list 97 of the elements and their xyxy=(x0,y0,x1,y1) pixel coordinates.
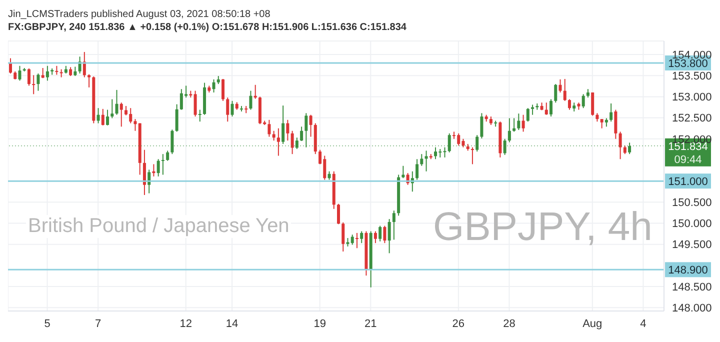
candlestick xyxy=(512,118,516,132)
chart-subtitle: FX:GBPJPY, 240 151.836 ▲ +0.158 (+0.1%) O:151.678 H:151.906 L:151.636 C:151.834 xyxy=(8,21,408,35)
candlestick xyxy=(249,90,252,110)
candlestick xyxy=(392,210,396,240)
candlestick xyxy=(46,65,49,82)
candlestick xyxy=(36,72,40,92)
y-tick-label: 153.000 xyxy=(672,92,712,104)
candlestick xyxy=(416,158,419,180)
candlestick xyxy=(27,68,30,86)
candlestick xyxy=(388,218,391,254)
candlestick xyxy=(106,109,110,126)
candlestick xyxy=(276,128,280,156)
candlestick xyxy=(402,165,405,179)
y-tick-label: 150.000 xyxy=(672,218,712,230)
candlestick xyxy=(309,114,312,138)
x-tick-label: 14 xyxy=(226,318,238,330)
candlestick xyxy=(166,150,170,162)
x-tick-label: 5 xyxy=(44,318,50,330)
candlestick xyxy=(212,78,216,93)
candlestick xyxy=(41,68,44,79)
candlestick xyxy=(290,130,294,155)
candlestick xyxy=(424,150,428,172)
x-tick-label: 28 xyxy=(503,318,516,330)
candlestick xyxy=(152,164,156,177)
candlestick xyxy=(55,65,58,76)
text: 09:44 xyxy=(674,154,702,166)
candlestick xyxy=(383,225,386,244)
candlestick xyxy=(610,102,613,122)
ref-line-label: 153.800 xyxy=(668,58,708,70)
annotation: British Pound / Japanese Yen xyxy=(26,215,292,238)
candlestick xyxy=(96,108,100,124)
x-tick-label: 12 xyxy=(180,318,192,330)
candlestick xyxy=(101,108,104,126)
candlestick xyxy=(563,78,566,102)
candlestick xyxy=(558,78,562,93)
candlestick xyxy=(268,119,271,138)
candlestick xyxy=(600,118,604,129)
candlestick xyxy=(194,90,197,118)
candlestick xyxy=(591,92,594,116)
candlestick xyxy=(378,225,382,242)
candlestick xyxy=(568,98,571,110)
candlestick xyxy=(32,74,36,95)
candlestick xyxy=(470,146,474,165)
candlestick xyxy=(531,104,534,116)
candlestick xyxy=(286,119,290,142)
candlestick xyxy=(360,230,364,244)
y-tick-label: 149.500 xyxy=(672,239,712,252)
candlestick xyxy=(554,84,558,104)
candlestick xyxy=(198,109,202,122)
candlestick xyxy=(156,158,160,177)
candlestick xyxy=(120,102,123,128)
candlestick xyxy=(550,98,553,118)
candlestick xyxy=(582,94,585,109)
candlestick xyxy=(522,114,525,132)
candlestick xyxy=(420,154,424,166)
x-tick-label: 19 xyxy=(314,318,326,330)
chart-title: Jin_LCMSTraders published August 03, 2021 08:50:18 +08 xyxy=(8,8,272,21)
candlestick xyxy=(272,130,276,142)
candlestick xyxy=(517,113,520,131)
y-tick-label: 152.500 xyxy=(672,112,712,125)
candlestick xyxy=(230,100,234,118)
candlestick xyxy=(374,230,377,244)
candlestick xyxy=(300,126,304,142)
candlestick xyxy=(142,149,146,196)
candlestick xyxy=(148,169,151,194)
x-tick-label: 4 xyxy=(640,318,646,330)
candlestick xyxy=(355,232,358,249)
candlestick xyxy=(614,109,618,140)
candlestick xyxy=(88,74,91,88)
candlestick xyxy=(544,102,548,116)
y-tick-label: 153.500 xyxy=(672,70,712,82)
candlestick xyxy=(342,222,345,252)
candlestick xyxy=(526,108,530,122)
candlestick xyxy=(18,65,22,82)
y-tick-label: 148.500 xyxy=(672,281,712,294)
y-tick-label: 148.000 xyxy=(672,302,712,315)
candlestick xyxy=(508,118,511,143)
x-tick-label: 26 xyxy=(452,318,465,330)
candlestick xyxy=(350,234,354,246)
x-tick-label: 21 xyxy=(364,318,377,330)
ref-line-label: 151.000 xyxy=(668,176,708,188)
candlestick xyxy=(337,203,340,225)
annotation: GBPJPY, 4h xyxy=(433,205,652,250)
candlestick xyxy=(74,66,77,77)
candlestick xyxy=(115,89,118,116)
candlestick xyxy=(226,97,230,122)
x-tick-label: 7 xyxy=(95,318,102,330)
candlestick xyxy=(618,131,622,160)
candlestick xyxy=(175,104,178,132)
candlestick xyxy=(254,84,257,100)
candlestick xyxy=(161,154,164,176)
ref-line-label: 148.900 xyxy=(668,264,708,277)
candlestick xyxy=(222,78,225,102)
y-tick-label: 150.500 xyxy=(672,197,712,210)
candlestick xyxy=(480,112,484,139)
candlestick xyxy=(110,98,114,119)
x-tick-label: Aug xyxy=(582,318,602,330)
